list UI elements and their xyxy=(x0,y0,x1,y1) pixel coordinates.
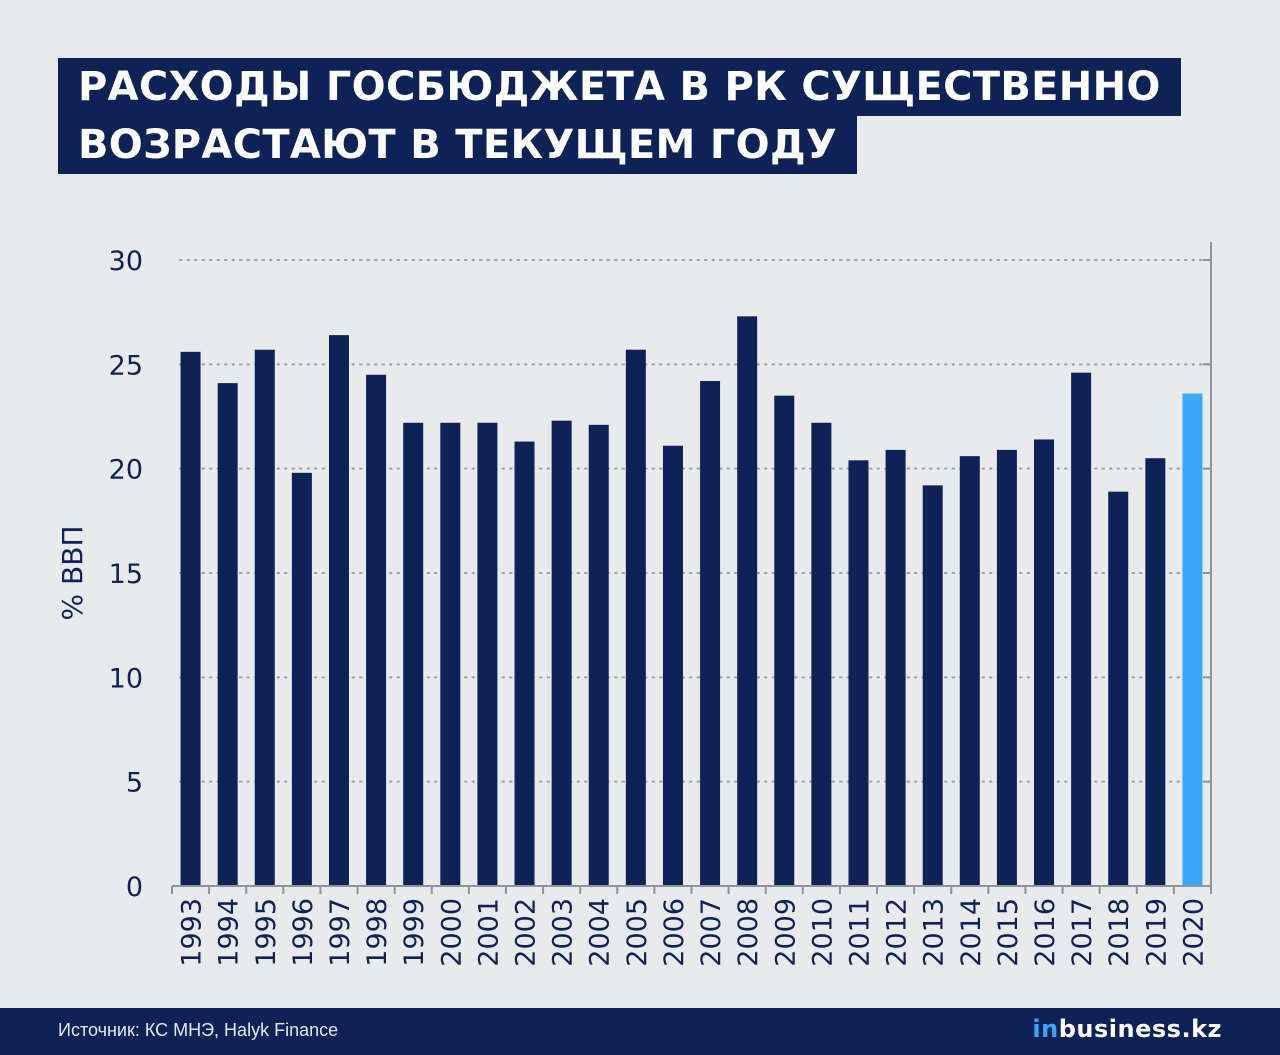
bar-2011 xyxy=(848,460,869,886)
grid-lines xyxy=(179,259,1212,783)
bar-2009 xyxy=(774,395,795,886)
x-tick-label-2016: 2016 xyxy=(1030,898,1061,967)
x-tick-label-2015: 2015 xyxy=(993,898,1024,967)
bar-2020 xyxy=(1182,393,1203,886)
y-tick-label-0: 0 xyxy=(126,872,143,903)
bar-1999 xyxy=(403,422,424,886)
x-tick-label-2010: 2010 xyxy=(807,898,838,967)
x-tick-label-2020: 2020 xyxy=(1178,898,1209,967)
y-tick-label-15: 15 xyxy=(109,559,143,590)
source-note: Источник: КС МНЭ, Halyk Finance xyxy=(58,1020,339,1040)
x-tick-label-1995: 1995 xyxy=(251,898,282,967)
bar-1998 xyxy=(366,374,387,886)
x-tick-label-2009: 2009 xyxy=(770,898,801,967)
x-tick-label-1996: 1996 xyxy=(288,898,319,967)
footer-bar: Источник: КС МНЭ, Halyk Finance inbusine… xyxy=(0,1008,1280,1055)
bar-2012 xyxy=(885,449,906,886)
bars xyxy=(180,316,1203,887)
bar-2004 xyxy=(588,424,609,886)
bar-2006 xyxy=(662,445,683,886)
x-tick-label-1997: 1997 xyxy=(325,898,356,967)
x-tick-label-2008: 2008 xyxy=(733,898,764,967)
bar-2000 xyxy=(440,422,461,886)
brand-logo[interactable]: inbusiness.kz xyxy=(1032,1015,1222,1043)
x-tick-label-2002: 2002 xyxy=(511,898,542,967)
x-tick-label-2007: 2007 xyxy=(696,898,727,967)
bar-1996 xyxy=(291,472,312,886)
bar-2008 xyxy=(737,316,758,887)
x-tick-label-2012: 2012 xyxy=(882,898,913,967)
x-tick-label-2014: 2014 xyxy=(956,898,987,967)
x-tick-label-2011: 2011 xyxy=(844,898,875,967)
x-tick-label-2001: 2001 xyxy=(473,898,504,967)
bar-chart: 0 5 10 15 20 25 30 1993 1994 1995 1996 1997 1998 199… xyxy=(56,242,1212,967)
bar-2003 xyxy=(551,420,572,886)
x-tick-label-2005: 2005 xyxy=(622,898,653,967)
chart-title-line-2: ВОЗРАСТАЮТ В ТЕКУЩЕМ ГОДУ xyxy=(58,116,858,174)
bar-2017 xyxy=(1071,372,1092,886)
x-tick-label-1999: 1999 xyxy=(399,898,430,967)
bar-2019 xyxy=(1145,458,1166,886)
bar-1993 xyxy=(180,351,201,886)
bar-2005 xyxy=(625,349,646,886)
x-tick-label-2017: 2017 xyxy=(1067,898,1098,967)
y-tick-label-25: 25 xyxy=(109,350,143,381)
bar-2007 xyxy=(700,381,721,886)
bar-2001 xyxy=(477,422,498,886)
logo-domain-part: business.kz xyxy=(1058,1015,1222,1043)
bar-2002 xyxy=(514,441,535,886)
bar-1995 xyxy=(254,349,275,886)
bar-2014 xyxy=(959,456,980,886)
x-tick-label-2000: 2000 xyxy=(436,898,467,967)
x-axis-ticks: 1993 1994 1995 1996 1997 1998 1999 2000 2001 2002… xyxy=(171,886,1212,967)
x-tick-label-1994: 1994 xyxy=(214,898,245,967)
bar-2013 xyxy=(922,485,943,886)
logo-in-part: in xyxy=(1032,1015,1059,1043)
x-tick-label-1993: 1993 xyxy=(177,898,208,967)
bar-2016 xyxy=(1034,439,1055,886)
x-tick-label-2006: 2006 xyxy=(659,898,690,967)
x-tick-label-2019: 2019 xyxy=(1141,898,1172,967)
y-tick-label-10: 10 xyxy=(109,663,143,694)
x-tick-label-2003: 2003 xyxy=(548,898,579,967)
x-tick-label-2018: 2018 xyxy=(1104,898,1135,967)
x-tick-label-1998: 1998 xyxy=(362,898,393,967)
bar-2010 xyxy=(811,422,832,886)
bar-1994 xyxy=(217,383,238,886)
y-tick-label-30: 30 xyxy=(109,246,143,277)
x-tick-label-2013: 2013 xyxy=(919,898,950,967)
y-axis-label: % ВВП xyxy=(56,526,89,621)
bar-1997 xyxy=(328,335,349,886)
chart-title-line-1: РАСХОДЫ ГОСБЮДЖЕТА В РК СУЩЕСТВЕННО xyxy=(58,58,1181,116)
bar-2018 xyxy=(1108,491,1129,886)
x-tick-label-2004: 2004 xyxy=(585,898,616,967)
y-tick-label-5: 5 xyxy=(126,768,143,799)
y-axis-ticks: 0 5 10 15 20 25 30 xyxy=(109,246,1211,903)
bar-2015 xyxy=(996,449,1017,886)
y-tick-label-20: 20 xyxy=(109,455,143,486)
